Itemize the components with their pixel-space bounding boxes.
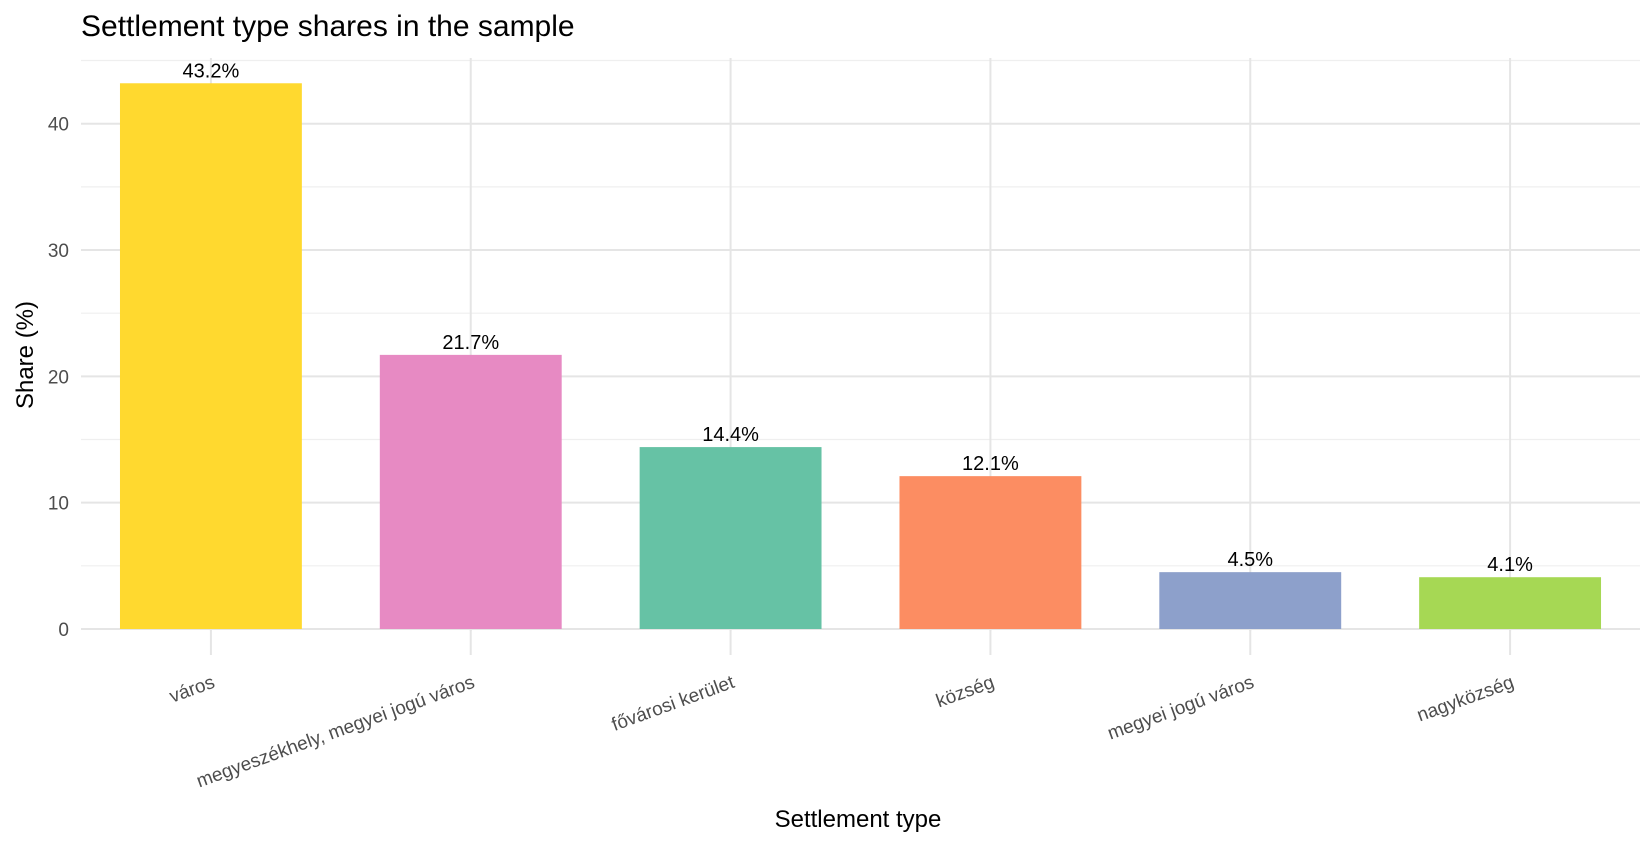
bar-value-label: 4.1% (1487, 554, 1533, 576)
bar-value-label: 4.5% (1227, 549, 1273, 571)
y-tick-label: 40 (48, 115, 69, 136)
x-tick-label: fővárosi kerület (609, 672, 738, 736)
gridlines (81, 58, 1640, 631)
bar-value-label: 12.1% (962, 453, 1019, 475)
chart-title: Settlement type shares in the sample (81, 10, 575, 43)
bar-value-label: 21.7% (442, 332, 499, 354)
x-tick-label: nagyközség (1414, 672, 1516, 726)
bar (899, 476, 1082, 629)
bar (1159, 572, 1342, 629)
y-tick-label: 0 (58, 620, 69, 641)
bar-value-label: 14.4% (702, 424, 759, 446)
x-tick-label: község (933, 672, 997, 712)
y-axis-ticks: 0 10 20 30 40 (48, 115, 69, 641)
bars (119, 83, 1602, 629)
x-tick-label: megyei jogú város (1105, 672, 1257, 744)
y-tick-label: 10 (48, 494, 69, 515)
x-axis-title: Settlement type (775, 806, 942, 833)
bar (1419, 577, 1602, 629)
bar (119, 83, 302, 629)
y-tick-label: 20 (48, 367, 69, 388)
bar (379, 354, 562, 629)
x-tick-label: város (167, 672, 218, 708)
bar-value-label: 43.2% (183, 60, 240, 82)
y-axis-title: Share (%) (12, 301, 39, 409)
y-tick-label: 30 (48, 241, 69, 262)
data-labels: 43.2% 21.7% 14.4% 12.1% 4.5% 4.1% (183, 60, 1534, 576)
x-tick-label: megyeszékhely, megyei jogú város (194, 672, 478, 792)
bar (639, 447, 822, 629)
